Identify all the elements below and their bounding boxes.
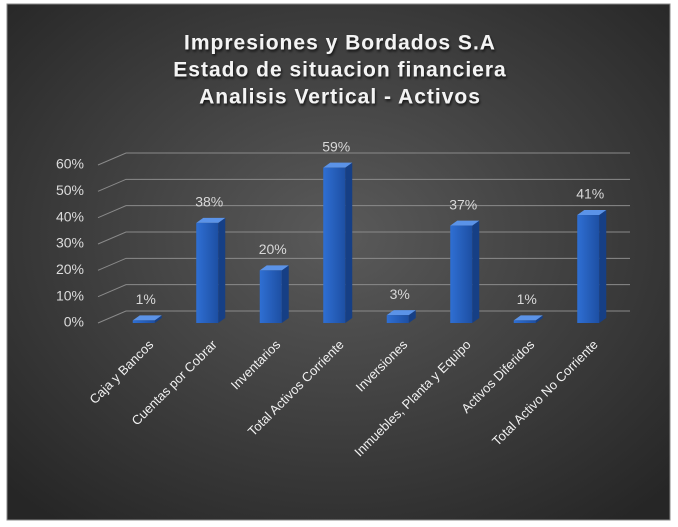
bar-top	[132, 315, 162, 321]
grid-line	[97, 152, 630, 166]
bar-top	[259, 265, 289, 271]
bar	[513, 320, 536, 323]
grid-line	[97, 205, 630, 219]
bar	[323, 167, 346, 323]
y-tick-label: 20%	[56, 261, 84, 277]
bar-top	[450, 220, 480, 226]
bar	[450, 225, 473, 323]
y-tick-label: 40%	[56, 208, 84, 224]
value-label: 37%	[449, 196, 477, 212]
bar-top	[323, 162, 353, 168]
bar-side	[281, 265, 289, 323]
chart-title: Analisis Vertical - Activos	[199, 86, 481, 109]
bar-side	[345, 162, 353, 323]
bar	[132, 320, 155, 323]
bar	[386, 315, 409, 323]
bar-top	[386, 310, 416, 316]
bar	[196, 222, 219, 323]
grid-line	[97, 178, 630, 192]
value-label: 3%	[390, 286, 410, 302]
bar-side	[599, 210, 607, 323]
y-tick-label: 50%	[56, 182, 84, 198]
bar	[577, 215, 600, 323]
bar-side	[472, 220, 480, 323]
value-label: 59%	[322, 138, 350, 154]
value-label: 1%	[517, 291, 537, 307]
chart-title: Estado de situacion financiera	[173, 59, 506, 82]
bar-top	[196, 217, 226, 223]
bar-side	[535, 315, 543, 323]
bar-top	[513, 315, 543, 321]
bar-side	[408, 310, 416, 323]
chart-title: Impresiones y Bordados S.A	[184, 32, 496, 55]
bar-side	[218, 217, 226, 323]
value-label: 41%	[576, 186, 604, 202]
bar-top	[577, 210, 607, 216]
value-label: 1%	[136, 291, 156, 307]
y-tick-label: 30%	[56, 235, 84, 251]
value-label: 38%	[195, 194, 223, 210]
y-tick-label: 10%	[56, 287, 84, 303]
value-label: 20%	[259, 241, 287, 257]
bar	[259, 270, 282, 323]
y-tick-label: 0%	[64, 314, 84, 330]
y-tick-label: 60%	[56, 156, 84, 172]
bar-side	[154, 315, 162, 323]
